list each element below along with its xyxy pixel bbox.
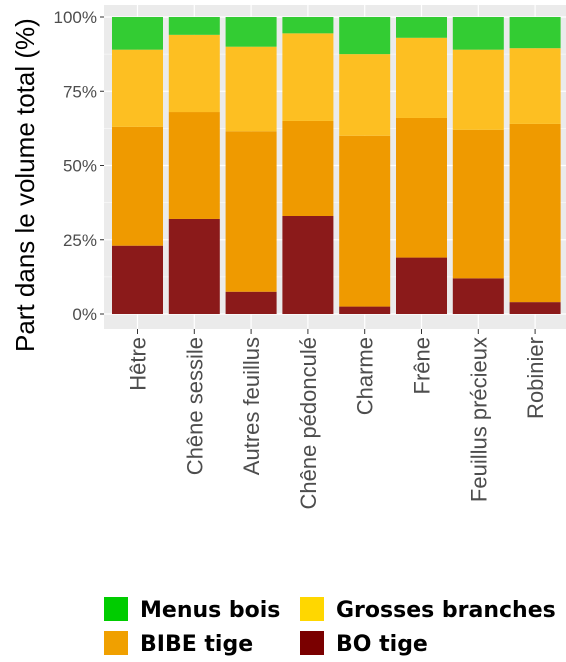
bar-segment-bibe-tige — [168, 112, 220, 219]
bar-segment-bibe-tige — [509, 123, 561, 303]
y-tick-label: 75% — [63, 82, 97, 101]
legend-label: BO tige — [336, 632, 428, 657]
bar-segment-bo-tige — [396, 257, 447, 314]
y-tick-label: 25% — [63, 231, 97, 250]
bar-segment-grosses-branches — [452, 49, 504, 130]
y-tick-label: 50% — [63, 157, 97, 176]
bar-segment-menus-bois — [168, 17, 220, 35]
x-tick-label: Charme — [353, 337, 378, 415]
bar-segment-bibe-tige — [452, 129, 504, 279]
bar-segment-menus-bois — [396, 17, 447, 38]
bar-segment-menus-bois — [339, 17, 391, 55]
bar-segment-bo-tige — [225, 291, 277, 314]
bar-segment-grosses-branches — [225, 46, 277, 132]
bar-segment-bo-tige — [282, 215, 334, 314]
bar-segment-bibe-tige — [282, 120, 334, 216]
bar-segment-menus-bois — [282, 17, 334, 34]
y-axis-label: Part dans le volume total (%) — [10, 18, 40, 352]
legend-swatch — [104, 631, 128, 655]
bar-segment-menus-bois — [509, 17, 561, 49]
bar-segment-bo-tige — [339, 306, 391, 314]
bar-segment-grosses-branches — [509, 48, 561, 124]
bar-segment-bibe-tige — [225, 131, 277, 292]
bar-segment-grosses-branches — [396, 37, 447, 118]
y-tick-label: 0% — [72, 305, 97, 324]
legend-swatch — [300, 631, 324, 655]
legend-label: Grosses branches — [336, 598, 556, 623]
legend-label: Menus bois — [140, 598, 280, 623]
x-tick-label: Autres feuillus — [239, 337, 264, 475]
bar-segment-bo-tige — [452, 278, 504, 314]
bar-segment-menus-bois — [452, 17, 504, 50]
bar-segment-menus-bois — [225, 17, 277, 47]
bar-segment-grosses-branches — [112, 49, 163, 127]
legend-swatch — [300, 597, 324, 621]
x-tick-label: Hêtre — [126, 337, 151, 391]
bar-segment-bibe-tige — [396, 117, 447, 258]
bar-segment-grosses-branches — [339, 54, 391, 136]
bar-segment-grosses-branches — [282, 33, 334, 121]
bar-segment-bibe-tige — [339, 135, 391, 307]
bar-segment-bo-tige — [509, 302, 561, 314]
bar-segment-grosses-branches — [168, 34, 220, 113]
bar-segment-bibe-tige — [112, 126, 163, 246]
legend-swatch — [104, 597, 128, 621]
bar-segment-bo-tige — [168, 218, 220, 314]
y-tick-label: 100% — [54, 8, 97, 27]
x-tick-label: Feuillus précieux — [466, 337, 491, 502]
legend-label: BIBE tige — [140, 632, 253, 657]
bar-segment-menus-bois — [112, 17, 163, 50]
x-tick-label: Chêne sessile — [182, 337, 207, 475]
bar-segment-bo-tige — [112, 245, 163, 314]
x-tick-label: Robinier — [523, 337, 548, 419]
x-tick-label: Chêne pédonculé — [296, 337, 321, 509]
x-tick-label: Frêne — [410, 337, 435, 394]
